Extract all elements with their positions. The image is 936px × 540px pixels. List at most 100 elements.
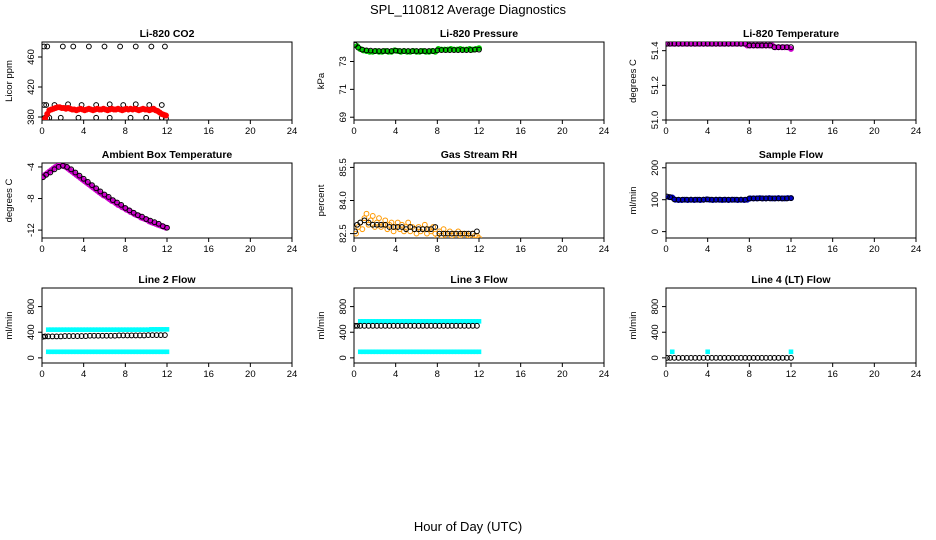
data-point — [465, 322, 472, 329]
data-point — [57, 333, 64, 340]
data-point — [415, 322, 422, 329]
data-point — [457, 349, 463, 355]
y-tick-label: -4 — [26, 163, 37, 171]
data-point — [354, 230, 359, 237]
data-point — [114, 349, 120, 355]
data-point — [417, 48, 424, 54]
data-point — [713, 42, 719, 47]
data-point — [42, 333, 49, 340]
series-points — [666, 349, 794, 361]
data-point — [105, 349, 110, 355]
x-tick-label: 12 — [474, 126, 485, 137]
data-point — [95, 349, 101, 355]
y-tick-label: 0 — [338, 355, 349, 360]
data-point — [445, 349, 451, 355]
data-point — [109, 197, 116, 204]
data-point — [463, 47, 470, 53]
y-axis-label: Licor ppm — [4, 60, 15, 102]
data-point — [374, 221, 380, 228]
data-point — [428, 322, 434, 329]
data-point — [357, 349, 363, 355]
data-point — [411, 226, 418, 233]
data-point — [354, 228, 358, 235]
data-point — [414, 349, 419, 355]
panel-title: Li-820 Pressure — [440, 28, 518, 40]
data-point — [155, 349, 160, 355]
data-point — [705, 349, 710, 355]
x-tick-label: 20 — [245, 244, 256, 255]
chart-panel: Sample Flow ml/min 0 4 8 12 16 20 24 0 100 200 — [628, 149, 921, 255]
data-point — [729, 354, 736, 361]
data-point — [354, 322, 361, 329]
data-point — [142, 327, 148, 332]
data-point — [51, 166, 58, 173]
data-point — [386, 322, 393, 329]
data-point — [382, 349, 388, 355]
data-point — [405, 48, 412, 54]
data-point — [775, 354, 782, 361]
x-tick-label: 16 — [827, 126, 838, 137]
data-point — [733, 42, 740, 47]
data-point — [704, 42, 711, 47]
data-point — [64, 327, 70, 332]
data-point — [696, 196, 703, 203]
data-point — [68, 166, 75, 173]
x-tick-label: 24 — [287, 369, 298, 380]
data-point — [409, 48, 416, 54]
data-point — [108, 349, 114, 355]
data-point — [43, 102, 50, 108]
x-tick-label: 16 — [203, 369, 214, 380]
data-point — [130, 327, 135, 332]
data-point — [370, 319, 376, 324]
data-point — [388, 48, 395, 54]
data-point — [449, 230, 455, 237]
data-point — [424, 322, 430, 329]
data-point — [754, 42, 761, 49]
data-point — [376, 319, 382, 324]
data-point — [713, 354, 719, 361]
data-point — [754, 195, 761, 202]
x-tick-label: 0 — [39, 369, 44, 380]
x-tick-label: 16 — [827, 369, 838, 380]
x-tick-label: 20 — [869, 126, 880, 137]
x-tick-label: 4 — [81, 369, 86, 380]
series-points — [666, 42, 794, 52]
data-point — [679, 196, 686, 203]
data-point — [675, 354, 682, 361]
series-points — [666, 193, 794, 204]
x-tick-label: 24 — [287, 126, 298, 137]
data-point — [746, 195, 753, 202]
panel-title: Sample Flow — [759, 149, 824, 161]
x-tick-label: 0 — [663, 126, 668, 137]
data-point — [771, 44, 778, 51]
data-point — [373, 319, 379, 324]
data-point — [671, 42, 678, 47]
data-point — [470, 349, 476, 355]
y-axis-label: percent — [316, 184, 327, 216]
data-point — [788, 354, 794, 361]
data-point — [429, 349, 435, 355]
data-point — [461, 319, 466, 324]
data-point — [725, 354, 732, 361]
data-point — [729, 196, 736, 203]
x-tick-label: 0 — [351, 369, 356, 380]
data-point — [451, 349, 457, 355]
data-point — [783, 195, 790, 202]
data-point — [108, 327, 114, 332]
data-point — [413, 48, 420, 54]
data-point — [704, 196, 711, 203]
data-point — [688, 196, 694, 203]
data-point — [106, 114, 113, 120]
data-point — [688, 42, 694, 47]
data-point — [392, 47, 399, 54]
data-point — [436, 349, 441, 355]
data-point — [419, 226, 426, 233]
x-tick-label: 16 — [203, 126, 214, 137]
data-point — [683, 354, 690, 361]
data-point — [382, 319, 388, 324]
data-point — [426, 48, 432, 54]
x-tick-label: 4 — [705, 244, 710, 255]
y-tick-label: -12 — [26, 223, 37, 237]
data-point — [750, 42, 757, 49]
x-tick-label: 8 — [435, 126, 440, 137]
